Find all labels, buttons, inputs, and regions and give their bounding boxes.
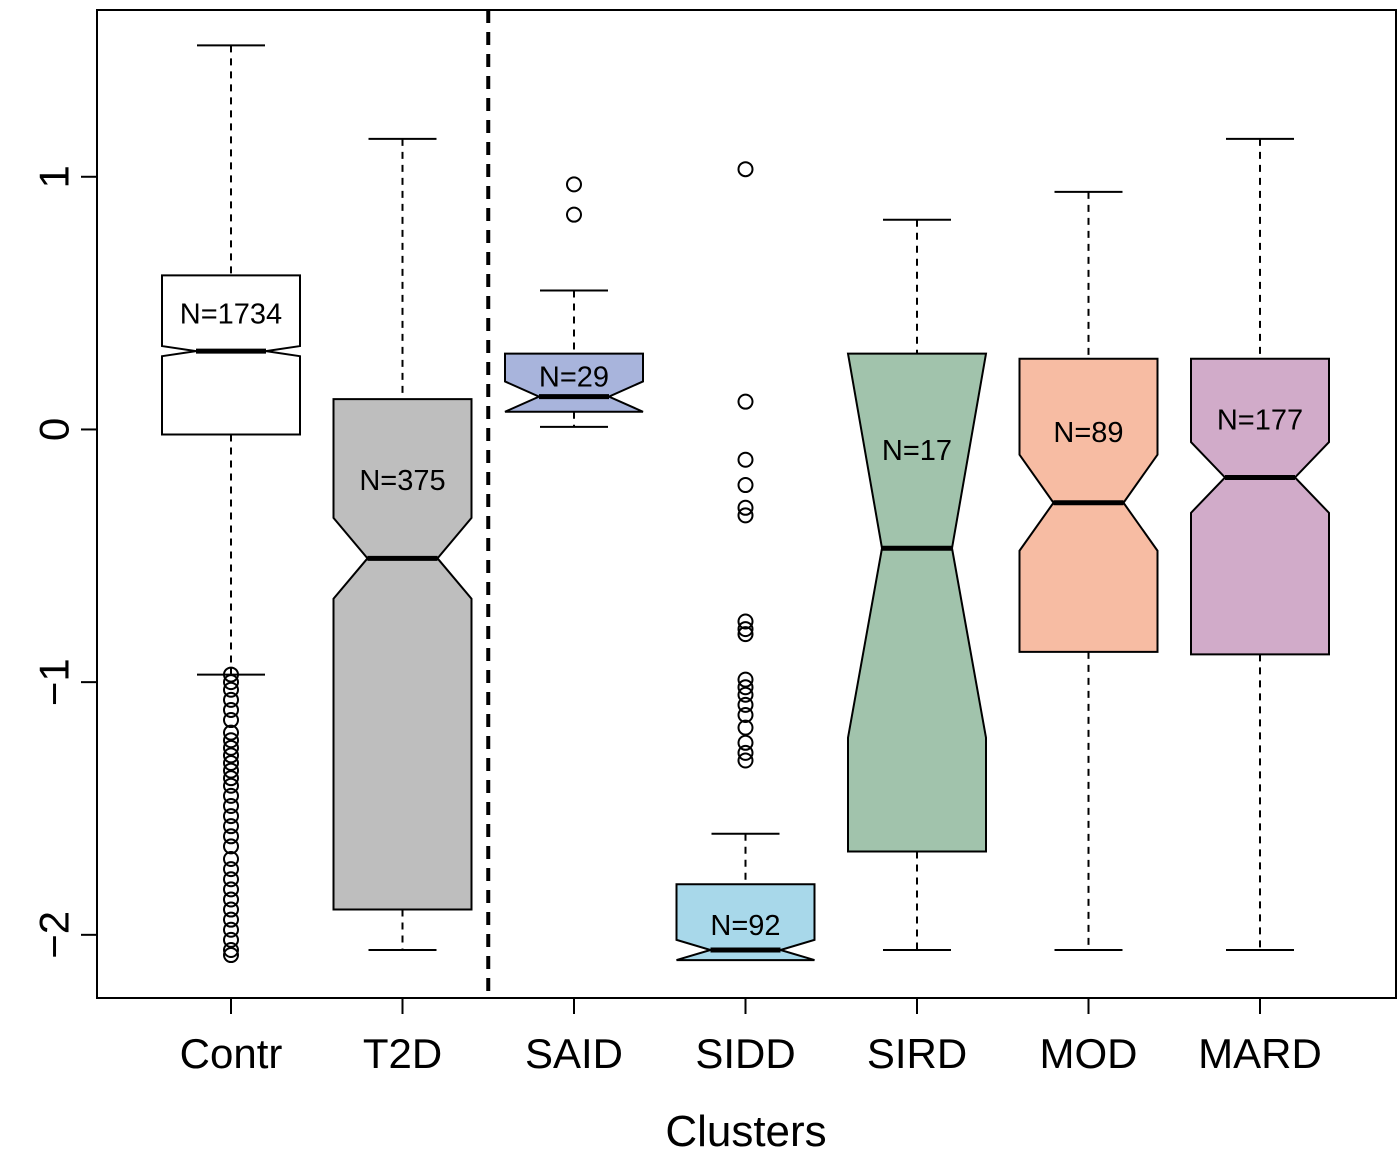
outlier-point <box>737 706 754 723</box>
outlier-point <box>737 621 754 638</box>
outlier-point <box>737 686 754 703</box>
outlier-point <box>737 696 754 713</box>
outlier-point <box>223 931 239 948</box>
box-contr <box>161 274 301 436</box>
box-sird <box>846 352 988 853</box>
outlier-point <box>223 666 239 683</box>
plot-layer: −2 −1 0 1 N=1734 Contr N=375 T2D N=29 SAID N=92 SID… <box>31 9 1397 1077</box>
outlier-point <box>566 206 582 223</box>
outlier-point <box>223 681 239 698</box>
y-tick-label: −2 <box>31 911 78 959</box>
outlier-point <box>737 719 754 736</box>
x-axis-title: Clusters <box>665 1107 826 1156</box>
x-tick-label: MOD <box>1040 1030 1138 1077</box>
n-count-label: N=1734 <box>180 298 282 330</box>
outlier-point <box>223 724 239 741</box>
outlier-point <box>223 947 239 964</box>
outlier-point <box>223 732 239 749</box>
x-tick-label: T2D <box>363 1030 442 1077</box>
outlier-point <box>223 787 239 804</box>
n-count-label: N=17 <box>882 435 952 467</box>
outlier-point <box>737 734 754 751</box>
x-tick-label: SIDD <box>695 1030 795 1077</box>
outlier-point <box>737 451 754 468</box>
outlier-point <box>223 871 239 888</box>
outlier-point <box>737 477 754 494</box>
outlier-point <box>223 891 239 908</box>
outlier-point <box>223 739 239 756</box>
y-tick-label: 1 <box>31 165 78 188</box>
outlier-point <box>223 797 239 814</box>
outlier-point <box>223 881 239 898</box>
box-mard <box>1190 357 1330 656</box>
box-mod <box>1018 357 1159 653</box>
outlier-point <box>223 808 239 825</box>
outlier-point <box>223 838 239 855</box>
outlier-point <box>566 176 582 193</box>
n-count-label: N=89 <box>1053 417 1123 449</box>
outlier-point <box>223 828 239 845</box>
box-sidd <box>675 883 816 962</box>
outlier-point <box>223 941 239 958</box>
outlier-point <box>737 671 754 688</box>
outlier-point <box>223 851 239 868</box>
outlier-point <box>223 755 239 772</box>
outlier-point <box>223 777 239 794</box>
outlier-point <box>223 861 239 878</box>
outlier-point <box>223 911 239 928</box>
outlier-point <box>737 679 754 696</box>
x-tick-label: SAID <box>525 1030 623 1077</box>
outlier-point <box>223 818 239 835</box>
x-tick-label: MARD <box>1198 1030 1322 1077</box>
n-count-label: N=29 <box>539 362 609 394</box>
n-count-label: N=177 <box>1217 405 1303 437</box>
x-tick-label: Contr <box>180 1030 283 1077</box>
x-tick-label: SIRD <box>867 1030 967 1077</box>
outlier-point <box>737 744 754 761</box>
outlier-point <box>223 747 239 764</box>
n-count-label: N=92 <box>710 910 780 942</box>
outlier-point <box>737 393 754 410</box>
outlier-point <box>223 701 239 718</box>
outlier-point <box>737 499 754 516</box>
outlier-point <box>223 901 239 918</box>
y-tick-label: −1 <box>31 658 78 706</box>
box-t2d <box>332 398 473 911</box>
outlier-point <box>223 691 239 708</box>
outlier-point <box>223 712 239 729</box>
n-count-label: N=375 <box>359 465 445 497</box>
outlier-point <box>737 613 754 630</box>
outlier-point <box>223 762 239 779</box>
y-tick-label: 0 <box>31 418 78 441</box>
outlier-point <box>737 161 754 178</box>
outlier-point <box>737 752 754 769</box>
outlier-point <box>737 507 754 524</box>
outlier-point <box>223 770 239 787</box>
outlier-point <box>223 674 239 691</box>
outlier-point <box>223 921 239 938</box>
outlier-point <box>737 626 754 643</box>
